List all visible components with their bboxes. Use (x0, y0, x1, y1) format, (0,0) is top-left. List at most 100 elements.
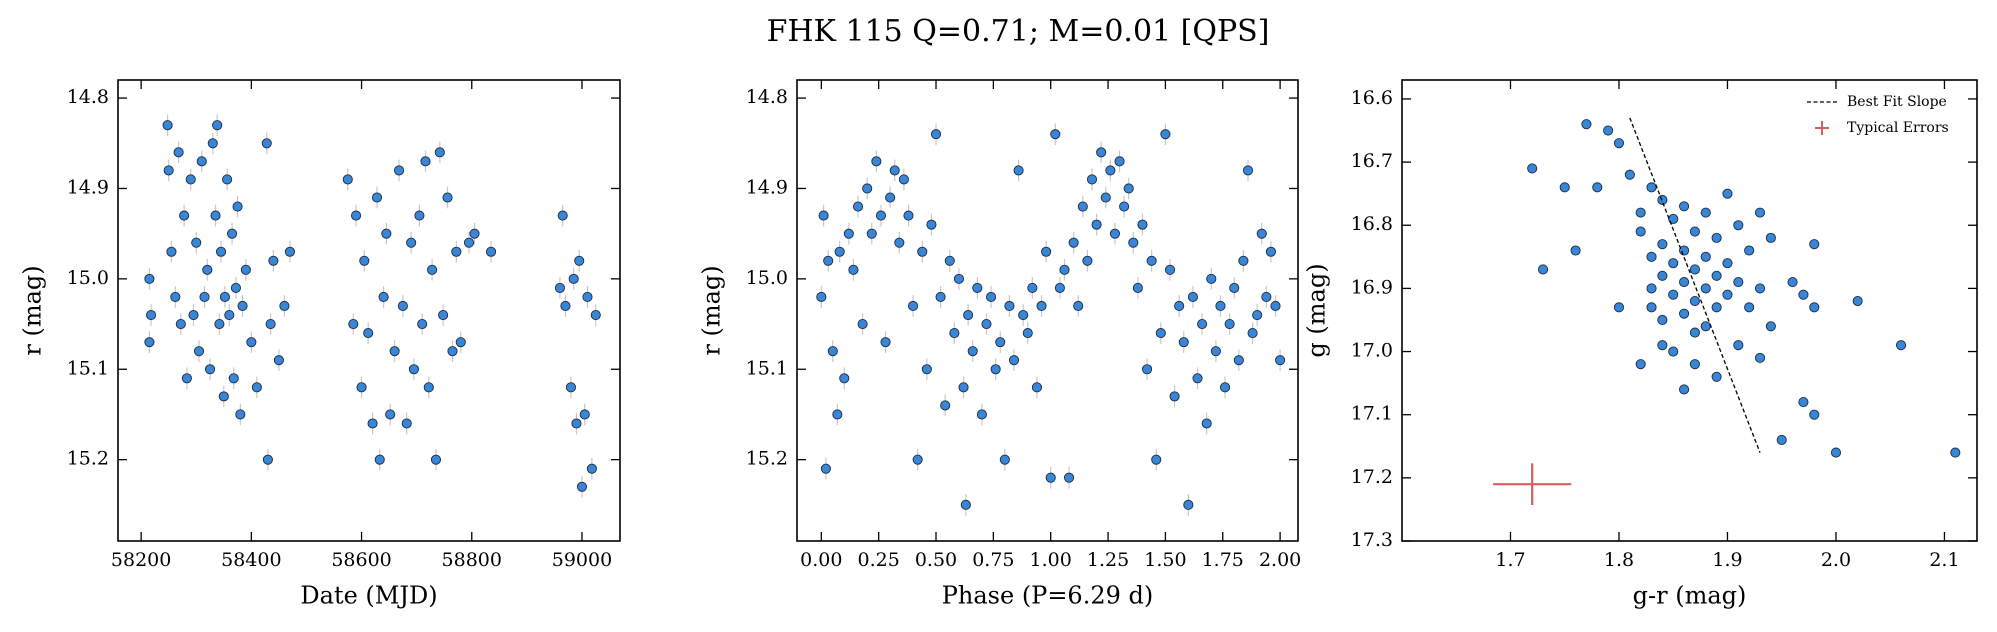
point (1252, 309, 1263, 321)
point (1096, 147, 1107, 158)
y-tick-label: 15.0 (67, 267, 109, 289)
point (1679, 308, 1690, 319)
point (348, 319, 359, 330)
point (397, 300, 408, 312)
plot-area (816, 123, 1286, 516)
point (371, 192, 383, 203)
y-axis-label: r (mag) (698, 265, 726, 355)
point (1142, 364, 1153, 375)
point (1018, 309, 1029, 321)
panel: 0.00 0.25 0.50 0.75 1.00 1.25 1.50 1.75 2.00 14.8… (698, 79, 1301, 610)
point (1787, 277, 1798, 288)
point (894, 237, 905, 248)
x-tick-label: 1.75 (1202, 549, 1244, 571)
point (1242, 165, 1254, 176)
x-tick-label: 0.50 (915, 549, 957, 571)
y-tick-label: 14.9 (67, 176, 109, 198)
y-tick-label: 16.8 (1351, 213, 1393, 235)
point (374, 454, 385, 465)
point (1689, 295, 1700, 307)
point (568, 273, 579, 284)
point (582, 291, 593, 302)
point (1077, 201, 1088, 212)
y-tick-label: 17.2 (1351, 466, 1393, 488)
point (202, 264, 213, 275)
point (342, 174, 353, 185)
point (1100, 192, 1111, 203)
y-tick-label: 15.2 (67, 448, 109, 470)
x-tick-label: 58200 (111, 549, 171, 571)
point (162, 120, 173, 131)
point (827, 346, 838, 357)
point (990, 364, 1001, 375)
point (1275, 355, 1286, 366)
point (1668, 289, 1679, 300)
point (1722, 258, 1733, 269)
point (1073, 300, 1084, 312)
point (1733, 340, 1744, 351)
point (1733, 220, 1744, 231)
point (930, 129, 942, 140)
point (455, 337, 466, 348)
point (1776, 434, 1787, 446)
x-axis-label: Phase (P=6.29 d) (942, 582, 1153, 610)
point (175, 319, 186, 330)
point (181, 373, 192, 384)
point (1646, 283, 1657, 294)
point (1852, 295, 1863, 307)
point (944, 255, 955, 266)
point (1151, 454, 1162, 465)
point (389, 346, 400, 357)
point (1008, 355, 1020, 366)
point (917, 246, 928, 257)
point (958, 382, 969, 393)
point (224, 309, 235, 321)
point (230, 282, 241, 293)
point (926, 219, 937, 230)
x-tick-label: 59000 (552, 549, 612, 571)
point (1045, 472, 1056, 483)
figure-title: FHK 115 Q=0.71; M=0.01 [QPS] (767, 14, 1270, 49)
point (240, 264, 251, 275)
panel: 1.7 1.8 1.9 2.0 2.1 16.6 16.7 16.8 16.9 17.0 17.1 1… (1303, 79, 1978, 610)
point (367, 418, 378, 429)
point (427, 264, 438, 275)
point (385, 409, 396, 420)
point (1270, 300, 1281, 312)
point (207, 138, 218, 149)
point (1013, 165, 1024, 176)
point (414, 210, 425, 221)
y-tick-label: 17.1 (1351, 403, 1393, 425)
plot-area (144, 114, 601, 498)
point (406, 237, 417, 248)
point (995, 337, 1006, 348)
point (1004, 300, 1015, 312)
point (967, 346, 978, 357)
point (1570, 245, 1581, 256)
point (1646, 182, 1657, 193)
y-tick-label: 15.2 (746, 448, 788, 470)
legend-label: Typical Errors (1847, 120, 1949, 136)
point (246, 337, 257, 348)
point (434, 147, 445, 158)
point (898, 174, 909, 185)
point (463, 237, 475, 248)
point (193, 346, 205, 357)
point (173, 147, 184, 158)
point (232, 201, 243, 212)
point (1700, 251, 1711, 262)
point (986, 291, 997, 302)
axes-frame (117, 79, 621, 542)
point (1689, 226, 1700, 237)
point (219, 291, 230, 302)
x-tick-label: 1.9 (1712, 549, 1742, 571)
axes-frame (1401, 79, 1978, 542)
y-tick-label: 17.3 (1351, 529, 1393, 551)
point (170, 291, 181, 302)
point (222, 174, 233, 185)
plot-area (1493, 117, 1961, 506)
point (273, 355, 284, 366)
x-tick-label: 2.1 (1929, 549, 1959, 571)
